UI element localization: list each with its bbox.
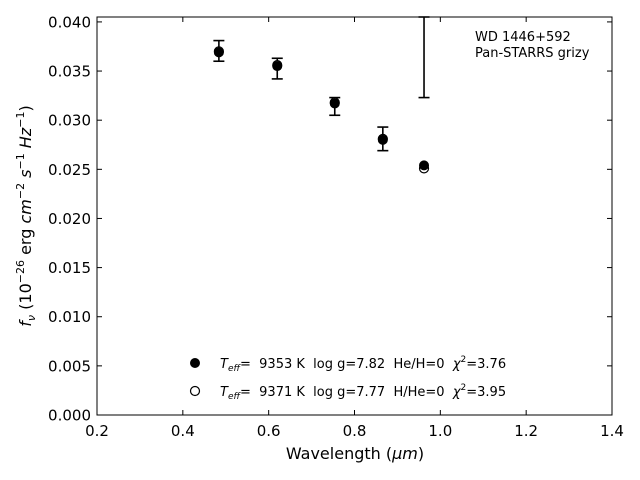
y-tick-label-2: 0.010	[48, 308, 91, 326]
y-tick-label-4: 0.020	[48, 210, 91, 228]
y-tick-label-7: 0.035	[48, 63, 91, 81]
legend-entry-2: Teff= 9371 K log g=7.77 H/He=0 χ2=3.95	[220, 383, 506, 402]
filled-point-0	[213, 47, 224, 58]
data-marks	[213, 16, 430, 174]
x-tick-label-1: 0.4	[171, 422, 195, 440]
x-tick-label-3: 0.8	[343, 422, 367, 440]
x-tick-label-5: 1.2	[514, 422, 538, 440]
annotation-object: WD 1446+592	[475, 30, 571, 45]
x-tick-label-6: 1.4	[600, 422, 624, 440]
y-tick-label-1: 0.005	[48, 357, 91, 375]
x-tick-label-2: 0.6	[257, 422, 281, 440]
legend-marker-filled	[190, 358, 200, 368]
filled-point-2	[329, 98, 340, 109]
annotation: WD 1446+592 Pan-STARRS grizy	[475, 30, 590, 61]
plot-frame	[96, 16, 613, 416]
y-tick-label-6: 0.030	[48, 112, 91, 130]
y-tick-label-0: 0.000	[48, 407, 91, 425]
filled-point-1	[272, 61, 283, 72]
y-axis-ticks: 0.000 0.005 0.010 0.015 0.020 0.025 0.030 0.035…	[48, 13, 612, 425]
y-axis-title: fν (10−26 erg cm−2 s−1 Hz−1)	[14, 105, 38, 326]
filled-point-3	[377, 134, 388, 145]
y-tick-label-5: 0.025	[48, 161, 91, 179]
annotation-survey: Pan-STARRS grizy	[475, 46, 590, 61]
x-axis-ticks: 0.2 0.4 0.6 0.8 1.0 1.2 1.4	[85, 17, 624, 440]
filled-point-4	[419, 160, 430, 171]
legend-entry-1: Teff= 9353 K log g=7.82 He/H=0 χ2=3.76	[220, 355, 506, 374]
y-tick-label-3: 0.015	[48, 259, 91, 277]
legend: Teff= 9353 K log g=7.82 He/H=0 χ2=3.76 T…	[189, 355, 506, 402]
x-tick-label-4: 1.0	[428, 422, 452, 440]
legend-marker-open	[189, 385, 201, 397]
x-tick-label-0: 0.2	[85, 422, 109, 440]
y-tick-label-8: 0.040	[48, 13, 91, 31]
x-axis-title: Wavelength (μm)	[286, 444, 424, 463]
